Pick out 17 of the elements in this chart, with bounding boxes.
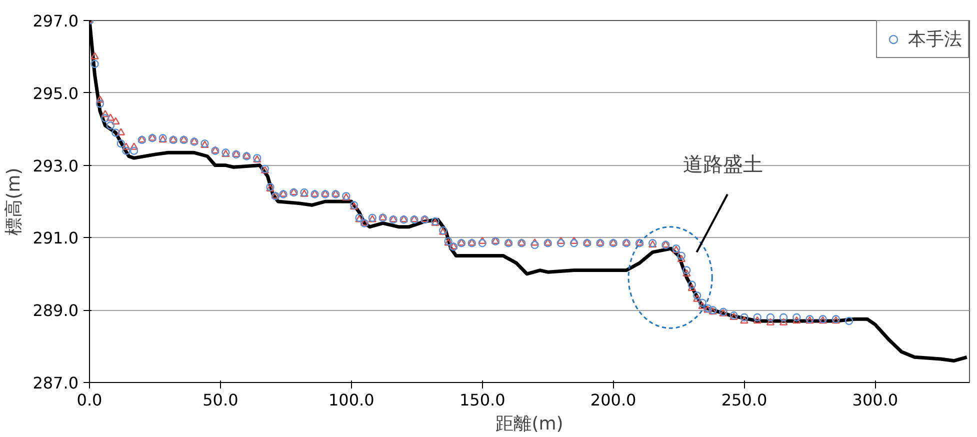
y-tick-label: 297.0 <box>32 12 79 30</box>
legend-label: 本手法 <box>908 28 962 51</box>
y-tick-label: 295.0 <box>32 84 79 103</box>
y-tick-label: 289.0 <box>32 301 79 320</box>
y-tick-label: 291.0 <box>32 228 79 248</box>
x-tick-label: 150.0 <box>459 390 506 410</box>
annotation: 道路盛土 <box>683 152 764 176</box>
x-tick-label: 100.0 <box>328 390 374 410</box>
y-tick-label: 293.0 <box>32 156 79 176</box>
x-tick-label: 0.0 <box>76 390 102 410</box>
x-axis-title: 距離(m) <box>496 414 564 434</box>
y-axis-title: 標高(m) <box>4 168 25 236</box>
x-tick-label: 250.0 <box>721 390 768 410</box>
x-tick-label: 200.0 <box>590 390 636 410</box>
x-tick-label: 50.0 <box>202 390 238 410</box>
y-tick-label: 287.0 <box>32 374 79 392</box>
x-tick-label: 300.0 <box>852 390 898 410</box>
